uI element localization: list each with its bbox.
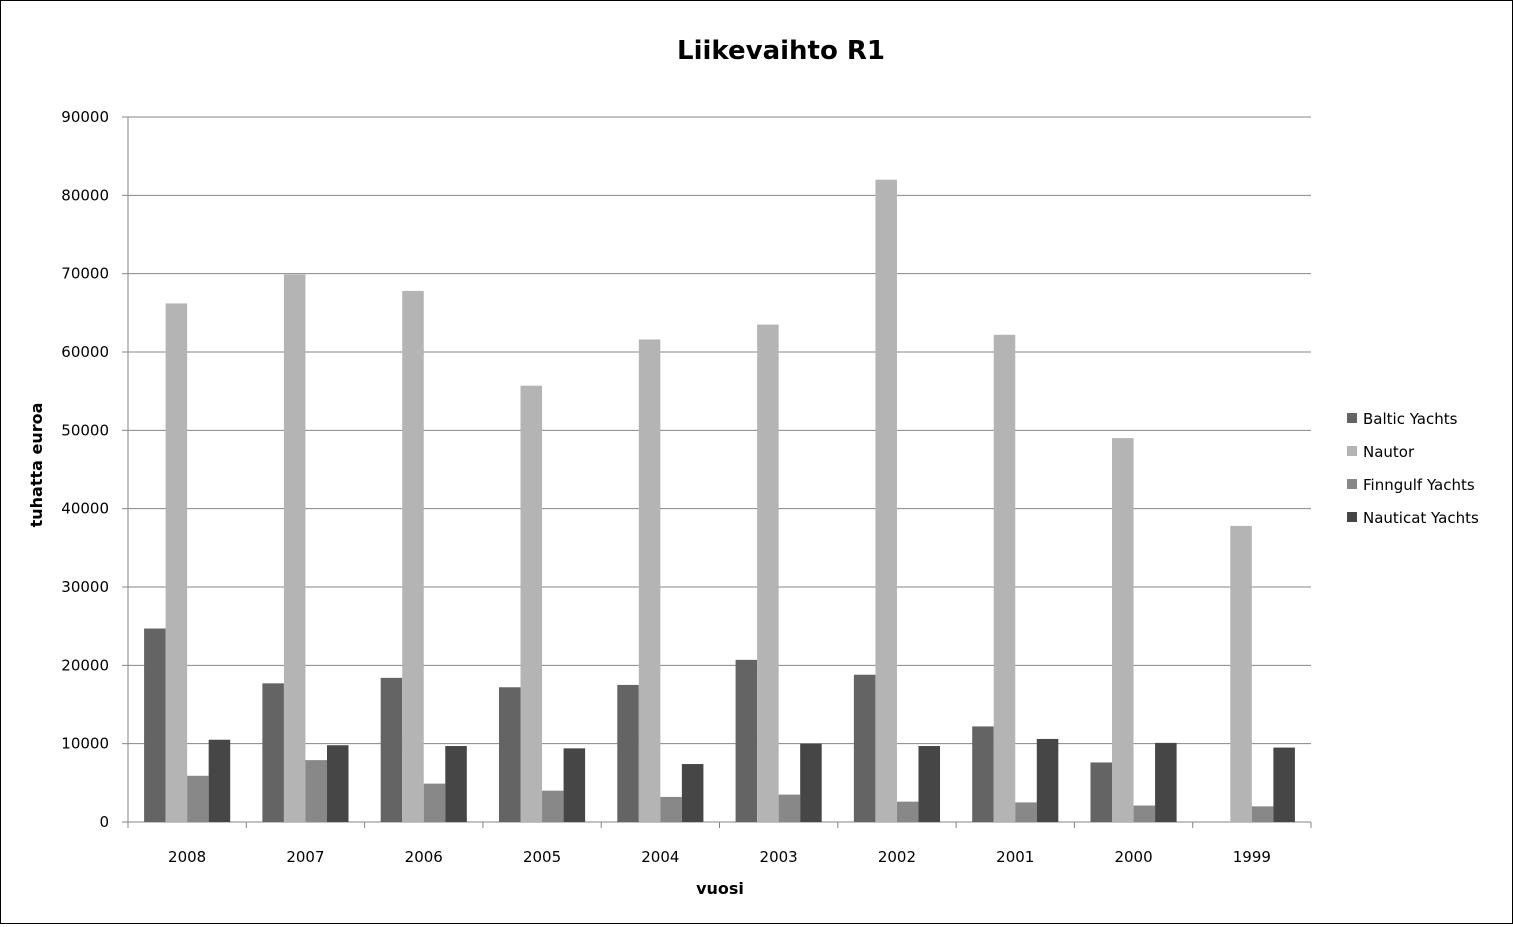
bar [305,760,327,822]
legend: Baltic Yachts Nautor Finngulf Yachts Nautic… [1347,410,1479,527]
y-tick-label: 60000 [61,343,109,361]
bar [1036,738,1059,822]
bar [778,794,801,822]
bar [1273,747,1295,822]
legend-label: Nautor [1363,443,1415,461]
y-tick-label: 80000 [61,186,109,204]
bar [617,684,639,822]
bar [563,748,586,822]
bar [1155,742,1177,822]
y-tick-label: 30000 [61,578,109,596]
bar [993,334,1016,822]
legend-swatch [1347,446,1357,456]
bar [380,677,403,822]
x-tick-label: 2004 [641,848,679,866]
bar [972,726,994,822]
bar [498,687,521,822]
bar [660,796,682,822]
legend-swatch [1347,479,1357,489]
x-tick-label: 2000 [1114,848,1152,866]
bar [187,775,209,822]
bar [1015,802,1037,822]
bar [165,303,188,822]
bar [402,290,424,822]
y-tick-label: 0 [99,813,109,831]
y-tick-label: 70000 [61,265,109,283]
x-axis: 2008 2007 2006 2005 2004 2003 2002 2001 2000 1999 [127,821,1312,866]
x-tick-label: 2008 [168,848,206,866]
y-tick-label: 50000 [61,421,109,439]
legend-label: Nauticat Yachts [1363,509,1479,527]
bar [1230,525,1252,822]
bar [445,746,467,822]
gridlines [128,116,1311,745]
bar [1251,806,1274,822]
x-axis-label: vuosi [696,879,744,898]
y-tick-label: 10000 [61,735,109,753]
y-tick-label: 40000 [61,500,109,518]
y-tick-label: 20000 [61,656,109,674]
x-tick-label: 2006 [405,848,443,866]
bar [638,339,661,822]
y-axis: 0 10000 20000 30000 40000 50000 60000 70000 8000… [61,108,129,831]
x-tick-label: 2007 [286,848,324,866]
bar [896,801,919,822]
bar [918,746,941,822]
x-tick-label: 2002 [878,848,916,866]
y-axis-label: tuhatta euroa [27,403,46,528]
legend-label: Finngulf Yachts [1363,476,1475,494]
bar [681,764,704,822]
x-tick-label: 2001 [996,848,1034,866]
legend-swatch [1347,512,1357,522]
bar [800,743,822,822]
bar [423,783,446,822]
bar [542,790,564,822]
bar [326,745,349,822]
bar [757,324,779,822]
bar [1133,805,1156,822]
legend-label: Baltic Yachts [1363,410,1458,428]
bar [1112,438,1134,822]
bar [853,674,876,822]
bar [262,683,284,822]
bar [735,659,758,822]
bar [283,274,306,822]
bar [144,628,166,822]
x-tick-label: 1999 [1233,848,1271,866]
bars [144,179,1295,822]
x-tick-label: 2003 [760,848,798,866]
x-tick-label: 2005 [523,848,561,866]
chart-title: Liikevaihto R1 [677,36,885,66]
bar [1090,762,1113,822]
y-tick-label: 90000 [61,108,109,126]
bar [208,739,231,822]
legend-swatch [1347,413,1357,423]
bar [875,179,897,822]
bar [520,385,543,822]
